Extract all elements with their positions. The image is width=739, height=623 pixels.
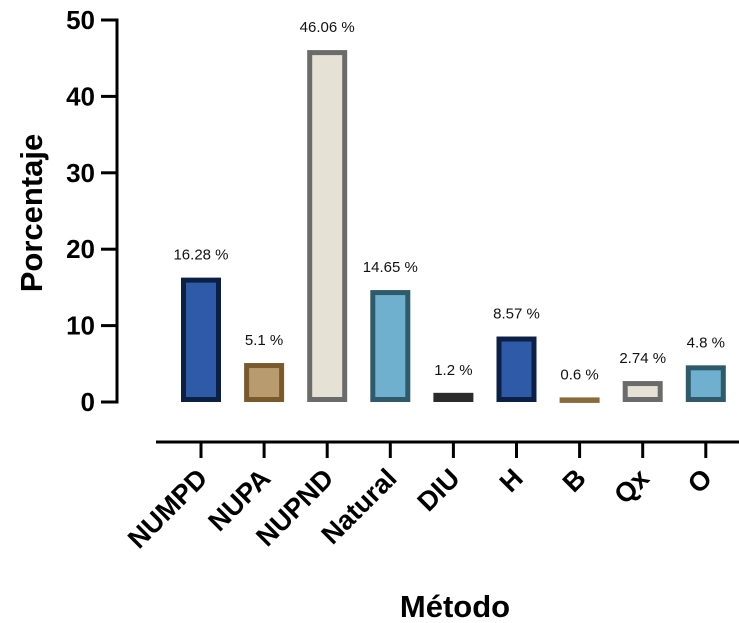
- data-label-b: 0.6 %: [560, 366, 598, 383]
- bar-nupnd: [307, 50, 348, 403]
- y-tick-label: 40: [66, 81, 95, 111]
- bars: [181, 50, 726, 403]
- data-label-qx: 2.74 %: [619, 350, 666, 367]
- data-label-h: 8.57 %: [493, 306, 540, 323]
- bar-h: [496, 336, 537, 403]
- data-label-nupnd: 46.06 %: [300, 19, 355, 36]
- x-axis-title: Método: [400, 589, 510, 623]
- y-tick-label: 50: [66, 5, 95, 35]
- category-label-h: H: [494, 463, 529, 498]
- data-labels: 16.28 % 5.1 % 46.06 % 14.65 % 1.2 % 8.57 % 0.6…: [173, 19, 725, 383]
- category-label-b: B: [557, 463, 592, 498]
- y-axis-title: Porcentaje: [14, 134, 49, 293]
- bar-o: [685, 365, 726, 403]
- data-label-natural: 14.65 %: [363, 259, 418, 276]
- bar-qx: [622, 381, 663, 403]
- data-label-o: 4.8 %: [687, 334, 725, 351]
- bar-nupa: [244, 363, 285, 403]
- x-axis: [156, 440, 739, 458]
- category-label-qx: Qx: [608, 463, 655, 510]
- y-tick-label: 30: [66, 158, 95, 188]
- bar-natural: [370, 290, 411, 403]
- category-label-o: O: [682, 463, 718, 499]
- y-tick-label: 10: [66, 311, 95, 341]
- y-tick-label: 0: [81, 387, 95, 417]
- category-label-numpd: NUMPD: [122, 463, 213, 554]
- bar-b: [559, 397, 600, 403]
- data-label-nupa: 5.1 %: [245, 332, 283, 349]
- y-tick-label: 20: [66, 234, 95, 264]
- data-label-numpd: 16.28 %: [173, 247, 228, 264]
- y-axis: 0 10 20 30 40 50: [66, 5, 119, 417]
- bar-diu: [433, 392, 474, 403]
- bar-numpd: [181, 277, 221, 402]
- data-label-diu: 1.2 %: [434, 362, 472, 379]
- category-label-diu: DIU: [412, 463, 466, 517]
